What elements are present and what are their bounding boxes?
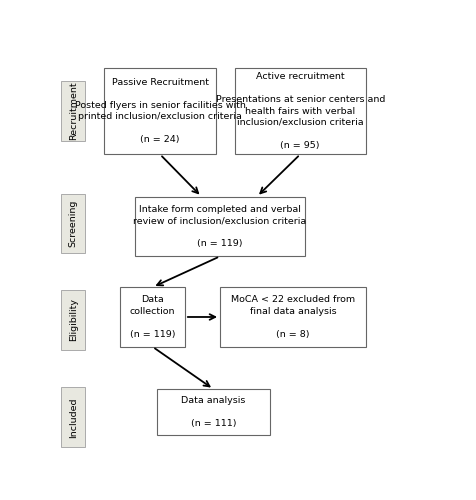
FancyBboxPatch shape	[61, 81, 85, 140]
FancyBboxPatch shape	[61, 290, 85, 350]
Text: Intake form completed and verbal
review of inclusion/exclusion criteria

(n = 11: Intake form completed and verbal review …	[133, 205, 307, 248]
FancyBboxPatch shape	[61, 194, 85, 254]
Text: MoCA < 22 excluded from
final data analysis

(n = 8): MoCA < 22 excluded from final data analy…	[231, 296, 355, 339]
Text: Data analysis

(n = 111): Data analysis (n = 111)	[181, 396, 246, 428]
FancyBboxPatch shape	[61, 388, 85, 447]
Text: Screening: Screening	[69, 200, 78, 248]
Text: Included: Included	[69, 397, 78, 438]
Text: Active recruitment

Presentations at senior centers and
health fairs with verbal: Active recruitment Presentations at seni…	[216, 72, 385, 150]
Text: Recruitment: Recruitment	[69, 82, 78, 140]
FancyBboxPatch shape	[157, 389, 270, 436]
FancyBboxPatch shape	[135, 196, 305, 256]
Text: Data
collection

(n = 119): Data collection (n = 119)	[130, 296, 175, 339]
Text: Passive Recruitment

Posted flyers in senior facilities with
printed inclusion/e: Passive Recruitment Posted flyers in sen…	[75, 78, 246, 144]
FancyBboxPatch shape	[220, 287, 366, 347]
FancyBboxPatch shape	[104, 68, 216, 154]
Text: Eligibility: Eligibility	[69, 298, 78, 342]
FancyBboxPatch shape	[235, 68, 366, 154]
FancyBboxPatch shape	[120, 287, 185, 347]
